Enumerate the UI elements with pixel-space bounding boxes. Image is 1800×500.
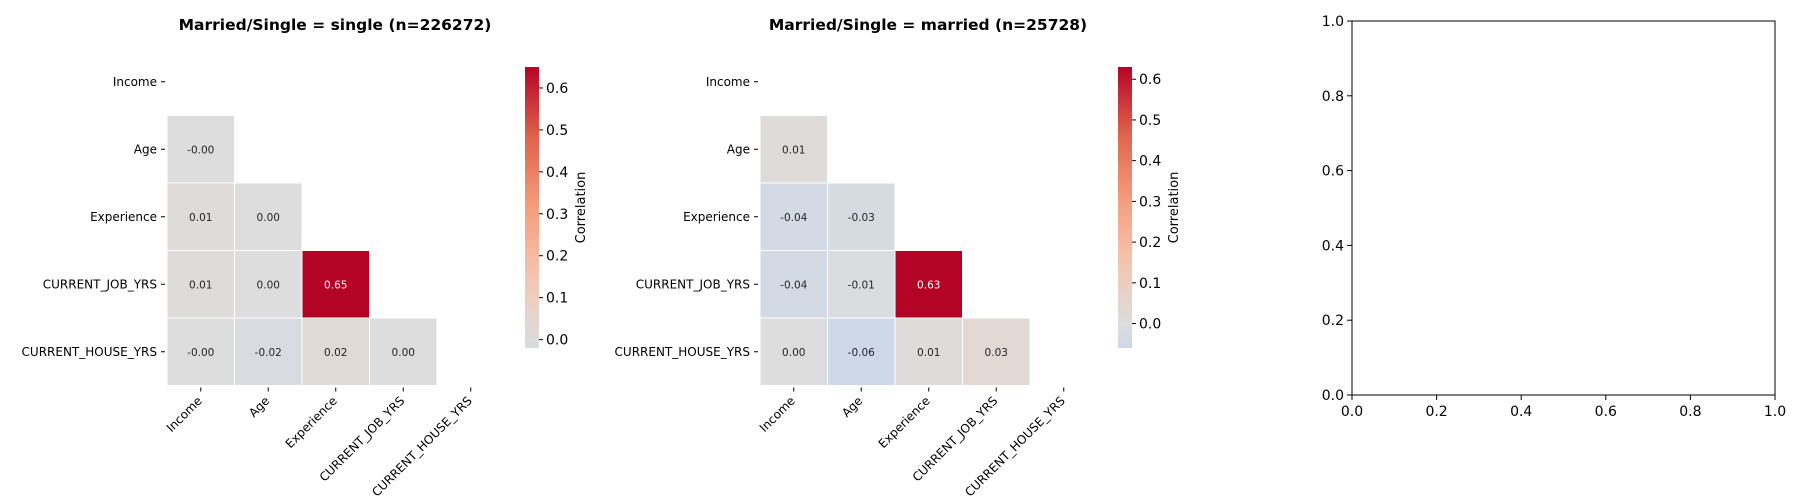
- y-tick-label: Income: [113, 75, 157, 89]
- cell-value-label: -0.00: [187, 347, 214, 359]
- y-tick-label: Experience: [90, 210, 157, 224]
- y-tick-label: Age: [727, 142, 750, 156]
- cell-value-label: -0.04: [780, 212, 807, 224]
- heatmap-cell: [759, 317, 828, 386]
- y-tick-label: Experience: [683, 210, 750, 224]
- cell-value-label: 0.01: [917, 347, 940, 359]
- colorbar-label: Correlation: [1167, 172, 1182, 244]
- cell-value-label: 0.01: [189, 212, 212, 224]
- cell-value-label: 0.03: [985, 347, 1008, 359]
- heatmap-married: Married/Single = married (n=25728) 0.01 -…: [615, 16, 1182, 499]
- colorbar-tick-label: 0.1: [546, 291, 568, 307]
- cell-value-label: -0.00: [187, 144, 214, 156]
- heatmap-cell: [234, 182, 303, 251]
- x-tick-label: 0.6: [1595, 404, 1617, 420]
- colorbar-tick-label: 0.0: [1139, 317, 1161, 333]
- heatmap-cell: [759, 250, 828, 319]
- cell-value-label: 0.63: [917, 279, 940, 291]
- y-tick-label: CURRENT_JOB_YRS: [636, 277, 750, 291]
- colorbar-tick-label: 0.6: [1139, 72, 1161, 88]
- y-tick-label: 0.8: [1322, 89, 1344, 105]
- colorbar: 0.0 0.1 0.2 0.3 0.4 0.5 0.6 Correlation: [1118, 67, 1182, 348]
- x-tick-label: Experience: [876, 394, 933, 451]
- cell-value-label: -0.01: [848, 279, 875, 291]
- x-tick-label: Income: [164, 394, 205, 435]
- colorbar-tick-label: 0.6: [546, 81, 568, 97]
- cell-value-label: 0.02: [324, 347, 347, 359]
- colorbar-tick-label: 0.0: [546, 333, 568, 349]
- heatmap-cell: [369, 317, 438, 386]
- cell-value-label: 0.00: [392, 347, 415, 359]
- heatmap-cell: [894, 317, 963, 386]
- y-tick-label: CURRENT_JOB_YRS: [43, 277, 157, 291]
- colorbar-tick-label: 0.2: [546, 249, 568, 265]
- heatmap-cell: [827, 317, 896, 386]
- y-tick-label: CURRENT_HOUSE_YRS: [22, 345, 157, 359]
- colorbar-tick-label: 0.2: [1139, 235, 1161, 251]
- colorbar-tick-label: 0.1: [1139, 276, 1161, 292]
- heatmap-single: Married/Single = single (n=226272) -0.00…: [22, 16, 589, 499]
- cell-value-label: -0.03: [848, 212, 875, 224]
- cell-value-label: -0.04: [780, 279, 807, 291]
- y-tick-label: CURRENT_HOUSE_YRS: [615, 345, 750, 359]
- cell-value-label: -0.02: [255, 347, 282, 359]
- colorbar-label: Correlation: [574, 172, 589, 244]
- x-tick-label: Income: [757, 394, 798, 435]
- heatmap-cell: [759, 182, 828, 251]
- cell-value-label: 0.01: [782, 144, 805, 156]
- y-tick-label: 0.4: [1322, 238, 1344, 254]
- cell-value-label: 0.00: [782, 347, 805, 359]
- heatmap-cell: [166, 182, 235, 251]
- heatmap-cell: [962, 317, 1031, 386]
- colorbar-tick-label: 0.4: [1139, 154, 1161, 170]
- y-tick-label: 0.2: [1322, 313, 1344, 329]
- x-tick-label: 0.8: [1679, 404, 1701, 420]
- x-tick-label: Age: [246, 394, 272, 420]
- colorbar-gradient: [525, 67, 539, 348]
- x-tick-label: 0.0: [1341, 404, 1363, 420]
- colorbar-tick-label: 0.3: [1139, 194, 1161, 210]
- x-tick-label: 1.0: [1764, 404, 1786, 420]
- colorbar: 0.0 0.1 0.2 0.3 0.4 0.5 0.6 Correlation: [525, 67, 589, 349]
- heatmap-cell: [166, 115, 235, 184]
- heatmap-cells: 0.01 -0.04 -0.03 -0.04 -0.01 0.63 0.00 -0.06 0.0…: [759, 115, 1031, 386]
- cell-value-label: 0.01: [189, 279, 212, 291]
- y-tick-label: 0.0: [1322, 388, 1344, 404]
- cell-value-label: -0.06: [848, 347, 875, 359]
- y-tick-label: 0.6: [1322, 164, 1344, 180]
- colorbar-tick-label: 0.5: [1139, 113, 1161, 129]
- cell-value-label: 0.65: [324, 279, 347, 291]
- x-tick-label: Age: [839, 394, 865, 420]
- colorbar-tick-label: 0.3: [546, 207, 568, 223]
- heatmap-cell: [301, 250, 370, 319]
- y-tick-label: 1.0: [1322, 14, 1344, 30]
- colorbar-gradient: [1118, 67, 1132, 348]
- axes-frame: [1351, 20, 1776, 396]
- chart-title: Married/Single = married (n=25728): [769, 16, 1087, 34]
- heatmap-cell: [301, 317, 370, 386]
- x-tick-label: 0.2: [1425, 404, 1447, 420]
- x-tick-label: Experience: [283, 394, 340, 451]
- heatmap-cell: [827, 182, 896, 251]
- heatmap-cell: [166, 250, 235, 319]
- empty-axes: 0.0 0.2 0.4 0.6 0.8 1.0 0.0 0.2 0.4 0.6 0.8 1.0: [1322, 14, 1786, 420]
- heatmap-cells: -0.00 0.01 0.00 0.01 0.00 0.65 -0.00 -0.02 0.02 0…: [166, 115, 438, 386]
- y-tick-label: Age: [134, 142, 157, 156]
- heatmap-cell: [166, 317, 235, 386]
- colorbar-tick-label: 0.4: [546, 165, 568, 181]
- y-tick-label: Income: [706, 75, 750, 89]
- colorbar-tick-label: 0.5: [546, 123, 568, 139]
- cell-value-label: 0.00: [257, 212, 280, 224]
- chart-title: Married/Single = single (n=226272): [179, 16, 492, 34]
- x-tick-label: 0.4: [1510, 404, 1532, 420]
- heatmap-cell: [759, 115, 828, 184]
- cell-value-label: 0.00: [257, 279, 280, 291]
- heatmap-cell: [234, 317, 303, 386]
